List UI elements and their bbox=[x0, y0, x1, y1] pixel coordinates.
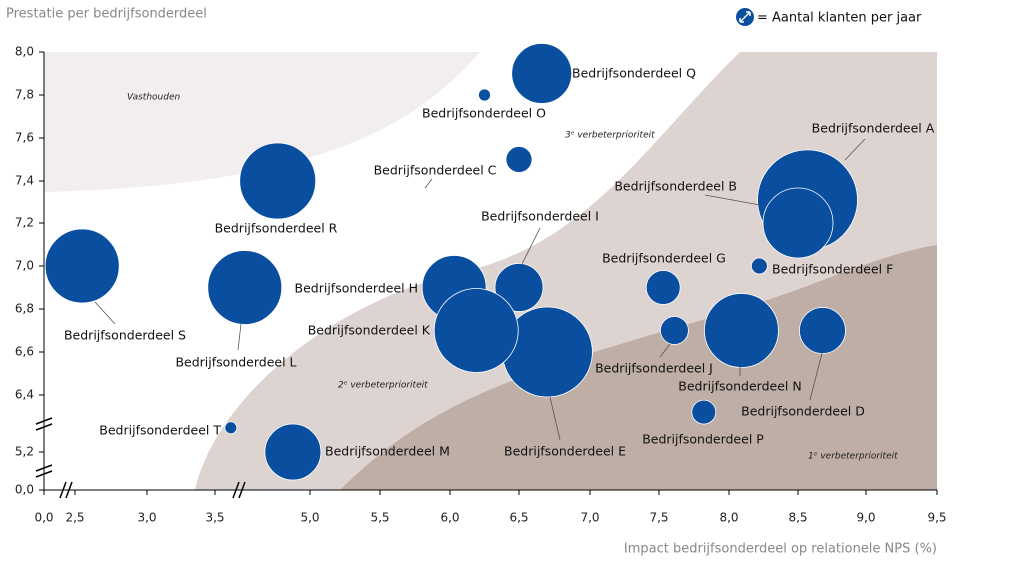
region-hold bbox=[44, 52, 480, 192]
annotation: Vasthouden bbox=[127, 93, 180, 103]
leader-line bbox=[659, 343, 671, 358]
leader-line bbox=[237, 323, 242, 351]
bubble-label: Bedrijfsonderdeel A bbox=[812, 121, 935, 136]
y-tick-label: 7,0 bbox=[15, 259, 34, 273]
bubble-label: Bedrijfsonderdeel M bbox=[325, 444, 450, 459]
leader-line bbox=[704, 194, 761, 206]
x-tick-label: 0,0 bbox=[34, 511, 53, 525]
chart-title: Prestatie per bedrijfsonderdeel bbox=[6, 7, 207, 22]
x-tick-label: 7,5 bbox=[649, 511, 668, 525]
bubble bbox=[433, 288, 519, 373]
x-tick-label: 7,0 bbox=[580, 511, 599, 525]
bubble bbox=[645, 270, 681, 305]
y-tick-label: 6,4 bbox=[15, 388, 34, 402]
annotation: 3ᵉ verbeterprioriteit bbox=[565, 131, 655, 141]
axis-breaks bbox=[35, 417, 246, 499]
bubble bbox=[264, 423, 322, 481]
bubble bbox=[505, 146, 533, 173]
x-tick-label: 6,0 bbox=[440, 511, 459, 525]
x-tick-label: 8,0 bbox=[719, 511, 738, 525]
x-tick-label: 3,5 bbox=[205, 511, 224, 525]
bubble bbox=[660, 316, 689, 345]
bubble-label: Bedrijfsonderdeel K bbox=[308, 323, 431, 338]
leader-line bbox=[521, 227, 541, 265]
bubble-label: Bedrijfsonderdeel G bbox=[602, 251, 726, 266]
annotation: 2ᵉ verbeterprioriteit bbox=[338, 381, 428, 391]
y-tick-label: 6,6 bbox=[15, 345, 34, 359]
bubble-label: Bedrijfsonderdeel S bbox=[64, 328, 186, 343]
leader-line bbox=[809, 352, 823, 401]
bubble-label: Bedrijfsonderdeel C bbox=[374, 163, 497, 178]
x-tick-label: 8,5 bbox=[788, 511, 807, 525]
x-tick-label: 3,0 bbox=[137, 511, 156, 525]
x-tick-label: 2,5 bbox=[65, 511, 84, 525]
bubble-label: Bedrijfsonderdeel I bbox=[481, 209, 599, 224]
bubble bbox=[750, 257, 768, 275]
x-tick-label: 5,0 bbox=[300, 511, 319, 525]
legend-label: = Aantal klanten per jaar bbox=[757, 11, 922, 26]
bubble bbox=[207, 250, 283, 325]
y-tick-label: 8,0 bbox=[15, 45, 34, 59]
y-tick-label: 7,6 bbox=[15, 131, 34, 145]
bubble bbox=[704, 293, 779, 368]
bubble-label: Bedrijfsonderdeel P bbox=[642, 432, 764, 447]
x-tick-label: 9,0 bbox=[856, 511, 875, 525]
bubble-label: Bedrijfsonderdeel J bbox=[595, 361, 713, 376]
bubble bbox=[511, 43, 573, 104]
bubble-label: Bedrijfsonderdeel H bbox=[295, 281, 418, 296]
bubble-label: Bedrijfsonderdeel Q bbox=[572, 66, 696, 81]
bubble-label: Bedrijfsonderdeel B bbox=[614, 179, 737, 194]
y-tick-label: 7,8 bbox=[15, 88, 34, 102]
bubble bbox=[478, 88, 491, 102]
leader-line bbox=[424, 178, 433, 189]
y-tick-label: 7,4 bbox=[15, 174, 34, 188]
x-tick-label: 6,5 bbox=[509, 511, 528, 525]
bubble bbox=[799, 307, 846, 354]
y-tick-label: 5,2 bbox=[15, 445, 34, 459]
bubble bbox=[224, 421, 238, 435]
bubble-label: Bedrijfsonderdeel R bbox=[215, 221, 338, 236]
x-tick-label: 9,5 bbox=[927, 511, 946, 525]
bubble-label: Bedrijfsonderdeel E bbox=[504, 444, 626, 459]
bubble bbox=[691, 399, 717, 425]
annotation: 1ᵉ verbeterprioriteit bbox=[808, 452, 898, 462]
bubble-label: Bedrijfsonderdeel O bbox=[422, 106, 546, 121]
bubble-label: Bedrijfsonderdeel D bbox=[741, 404, 865, 419]
x-axis-title: Impact bedrijfsonderdeel op relationele … bbox=[624, 542, 937, 557]
x-tick-label: 5,5 bbox=[370, 511, 389, 525]
bubble bbox=[762, 187, 834, 259]
bubble-label: Bedrijfsonderdeel L bbox=[175, 355, 296, 370]
y-tick-label: 7,2 bbox=[15, 216, 34, 230]
bubble bbox=[44, 228, 120, 304]
bubble-label: Bedrijfsonderdeel T bbox=[99, 423, 221, 438]
bubble-label: Bedrijfsonderdeel N bbox=[678, 379, 801, 394]
leader-line bbox=[844, 138, 866, 161]
leader-line bbox=[94, 301, 116, 325]
y-tick-label: 0,0 bbox=[15, 483, 34, 497]
bubble bbox=[494, 263, 544, 312]
legend-icon-arrow bbox=[739, 11, 751, 23]
leader-line bbox=[549, 396, 561, 441]
bubble bbox=[239, 142, 317, 220]
region-1 bbox=[340, 245, 937, 490]
y-tick-label: 6,8 bbox=[15, 302, 34, 316]
bubble-label: Bedrijfsonderdeel F bbox=[772, 262, 893, 277]
